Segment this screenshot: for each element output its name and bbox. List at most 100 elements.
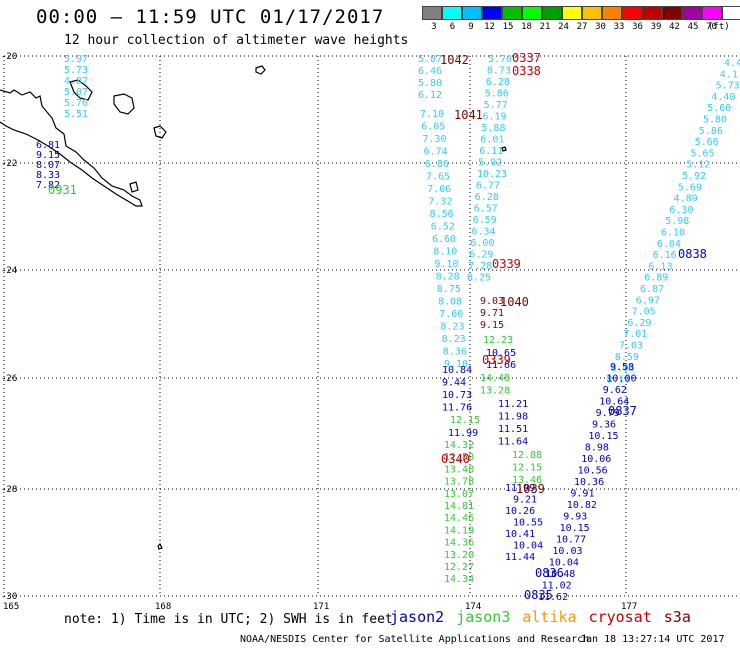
swh-value: 5.69: [678, 182, 702, 193]
swh-value: 4.40: [711, 92, 735, 103]
legend-swatch: [722, 6, 740, 20]
swh-value: 9.36: [592, 420, 616, 431]
island-outline: [113, 93, 135, 115]
swh-value: 10.73: [442, 390, 472, 401]
latitude-label: -24: [1, 266, 17, 276]
swh-value: 6.10: [661, 228, 685, 239]
map-subtitle: 12 hour collection of altimeter wave hei…: [64, 33, 409, 48]
satellite-legend-jason3: jason3: [456, 608, 511, 626]
swh-value: 5.88: [481, 123, 505, 134]
legend-swatch: [682, 6, 702, 20]
swh-value: 9.03: [480, 296, 504, 307]
swh-value: 13.48: [444, 464, 474, 475]
pass-time-label: 0837: [608, 404, 637, 418]
swh-value: 8.25: [467, 273, 491, 284]
swh-value: 7.05: [632, 307, 656, 318]
swh-value: 4.89: [674, 194, 698, 205]
swh-value: 5.98: [665, 216, 689, 227]
swh-value: 7.82: [36, 180, 60, 191]
swh-value: 6.12: [418, 90, 442, 101]
swh-value: 5.92: [478, 158, 502, 169]
swh-value: 14.81: [444, 501, 474, 512]
island-outline: [129, 181, 139, 193]
swh-value: 14.32: [444, 440, 474, 451]
swh-value: 13.20: [444, 550, 474, 561]
swh-value: 5.80: [703, 115, 727, 126]
satellite-legend-jason2: jason2: [390, 608, 445, 626]
satellite-legend-altika: altika: [522, 608, 577, 626]
legend-swatch: [702, 6, 722, 20]
swh-value: 8.03: [611, 363, 635, 374]
legend-swatch: [622, 6, 642, 20]
swh-value: 5.70: [488, 54, 512, 65]
swh-value: 12.15: [450, 415, 480, 426]
island-outline: [255, 65, 266, 75]
swh-value: 6.77: [476, 181, 500, 192]
pass-time-label: 0836: [535, 566, 564, 580]
map-title: 00:00 – 11:59 UTC 01/17/2017: [36, 6, 385, 28]
swh-value: 8.28: [436, 272, 460, 283]
swh-value: 11.02: [542, 581, 572, 592]
swh-value: 6.28: [475, 192, 499, 203]
pass-time-label: 0338: [512, 64, 541, 78]
legend-swatch: [562, 6, 582, 20]
swh-value: 7.65: [426, 172, 450, 183]
longitude-label: 171: [313, 602, 329, 612]
swh-value: 10.48: [545, 569, 575, 580]
legend-label: 15: [502, 22, 514, 32]
swh-value: 6.86: [425, 159, 449, 170]
swh-value: 6.59: [473, 215, 497, 226]
swh-value: 9.91: [570, 489, 594, 500]
legend-swatch: [522, 6, 542, 20]
swh-value: 7.01: [623, 329, 647, 340]
pass-time-label: 0838: [678, 247, 707, 261]
color-scale-legend: [422, 6, 740, 20]
longitude-label: 165: [3, 602, 19, 612]
swh-value: 5.51: [64, 109, 88, 120]
swh-value: 9.93: [563, 512, 587, 523]
swh-value: 8.23: [440, 322, 464, 333]
legend-label: 3: [431, 22, 437, 32]
pass-time-label: 0835: [524, 588, 553, 602]
swh-value: 6.34: [472, 227, 496, 238]
swh-value: 10.65: [486, 348, 516, 359]
swh-value: 8.33: [36, 170, 60, 181]
swh-value: 9.15: [480, 320, 504, 331]
swh-value: 11.66: [486, 360, 516, 371]
swh-value: 7.28: [468, 261, 492, 272]
latitude-label: -26: [1, 374, 17, 384]
swh-value: 10.15: [588, 431, 618, 442]
legend-swatch: [442, 6, 462, 20]
swh-value: 8.75: [437, 284, 461, 295]
swh-value: 5.60: [707, 103, 731, 114]
satellite-legend-cryosat: cryosat: [588, 608, 652, 626]
swh-value: 5.76: [64, 98, 88, 109]
swh-value: 9.58: [610, 362, 634, 373]
swh-value: 5.66: [695, 137, 719, 148]
swh-value: 9.21: [513, 495, 537, 506]
swh-value: 6.57: [474, 204, 498, 215]
swh-value: 6.00: [470, 238, 494, 249]
swh-value: 7.30: [422, 134, 446, 145]
pass-time-label: 1040: [500, 295, 529, 309]
legend-label: 36: [632, 22, 643, 32]
swh-value: 6.28: [486, 77, 510, 88]
legend-swatch: [462, 6, 482, 20]
legend-swatch: [642, 6, 662, 20]
satellite-legend-s3a: s3a: [663, 608, 691, 626]
swh-value: 6.60: [432, 234, 456, 245]
credit-footer: NOAA/NESDIS Center for Satellite Applica…: [240, 634, 590, 645]
swh-value: 14.36: [444, 538, 474, 549]
swh-value: 5.92: [682, 171, 706, 182]
swh-value: 13.46: [512, 475, 542, 486]
swh-value: 11.76: [442, 403, 472, 414]
swh-value: 9.62: [603, 385, 627, 396]
pass-time-label: 0337: [512, 51, 541, 65]
swh-value: 8.13: [606, 374, 630, 385]
legend-label: 30: [595, 22, 606, 32]
swh-value: 6.74: [424, 147, 448, 158]
legend-label: 33: [613, 22, 625, 32]
swh-value: 8.23: [442, 334, 466, 345]
swh-value: 12.15: [512, 463, 542, 474]
swh-value: 5.65: [690, 148, 714, 159]
